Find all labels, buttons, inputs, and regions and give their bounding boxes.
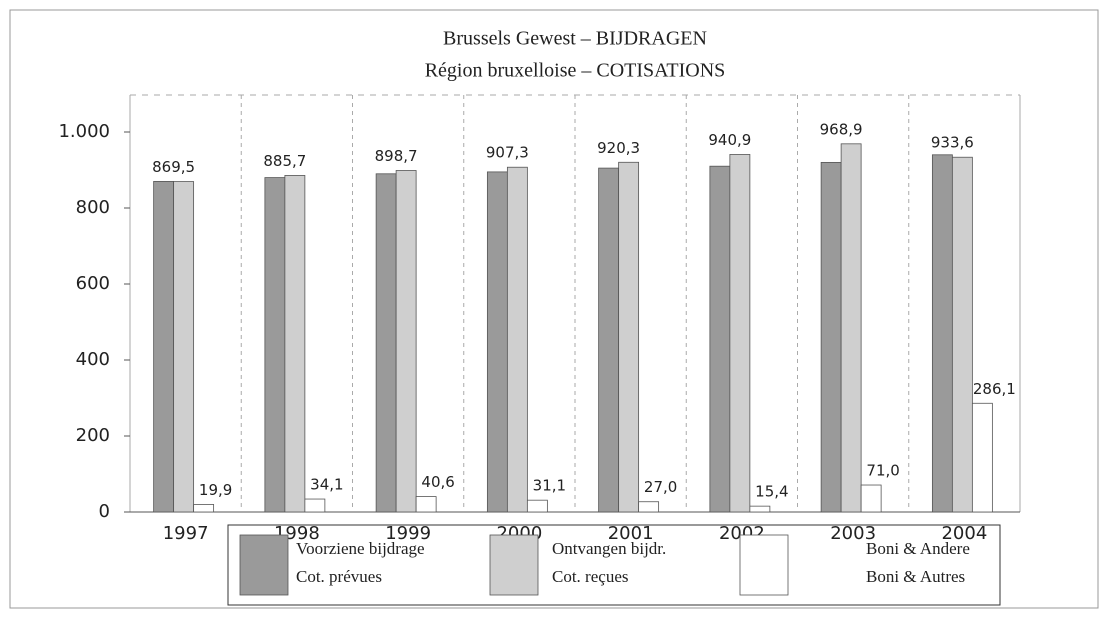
legend-label: Voorziene bijdrage bbox=[296, 539, 425, 558]
data-label: 933,6 bbox=[931, 134, 974, 152]
x-tick-label: 2004 bbox=[941, 523, 987, 544]
legend-swatch bbox=[239, 534, 289, 596]
legend-swatch bbox=[739, 534, 789, 596]
bar bbox=[173, 181, 195, 513]
data-label: 286,1 bbox=[973, 380, 1016, 398]
bar bbox=[153, 180, 175, 513]
frame bbox=[9, 9, 1099, 609]
bar bbox=[971, 402, 993, 513]
x-tick-label: 1999 bbox=[385, 523, 431, 544]
y-tick-label: 600 bbox=[76, 273, 110, 294]
bar bbox=[526, 499, 548, 513]
bar bbox=[709, 165, 731, 513]
y-tick-label: 800 bbox=[76, 197, 110, 218]
data-label: 869,5 bbox=[152, 158, 195, 176]
bar bbox=[284, 175, 306, 513]
data-label: 898,7 bbox=[375, 147, 418, 165]
bar bbox=[486, 171, 508, 513]
data-label: 31,1 bbox=[533, 477, 566, 495]
x-tick-label: 2003 bbox=[830, 523, 876, 544]
data-label: 40,6 bbox=[421, 473, 454, 491]
bar bbox=[395, 170, 417, 513]
bar bbox=[749, 505, 771, 513]
legend-label: Boni & Autres bbox=[866, 567, 965, 586]
bar bbox=[729, 154, 751, 513]
bar bbox=[638, 501, 660, 513]
bar bbox=[415, 496, 437, 513]
legend-label: Cot. prévues bbox=[296, 567, 382, 586]
legend-label: Boni & Andere bbox=[866, 539, 970, 558]
chart-title: Brussels Gewest – BIJDRAGEN bbox=[443, 28, 707, 50]
legend-label: Cot. reçues bbox=[552, 567, 628, 586]
data-label: 71,0 bbox=[866, 462, 899, 480]
bar bbox=[304, 498, 326, 513]
data-label: 27,0 bbox=[644, 478, 677, 496]
bar bbox=[951, 156, 973, 513]
bar bbox=[598, 167, 620, 513]
data-label: 920,3 bbox=[597, 139, 640, 157]
bar bbox=[618, 161, 640, 513]
bar bbox=[931, 154, 953, 513]
legend bbox=[227, 524, 1001, 606]
y-tick-label: 1.000 bbox=[58, 121, 110, 142]
x-tick-label: 2001 bbox=[608, 523, 654, 544]
bar bbox=[820, 161, 842, 513]
y-tick-label: 200 bbox=[76, 425, 110, 446]
bar bbox=[506, 166, 528, 513]
data-label: 940,9 bbox=[708, 131, 751, 149]
chart-subtitle: Région bruxelloise – COTISATIONS bbox=[425, 60, 726, 82]
bar bbox=[840, 143, 862, 513]
data-label: 15,4 bbox=[755, 483, 788, 501]
bar bbox=[264, 177, 286, 513]
data-label: 34,1 bbox=[310, 476, 343, 494]
legend-label: Ontvangen bijdr. bbox=[552, 539, 666, 558]
bar bbox=[860, 484, 882, 513]
legend-swatch bbox=[489, 534, 539, 596]
y-tick-label: 0 bbox=[99, 501, 110, 522]
bar bbox=[375, 173, 397, 513]
data-label: 968,9 bbox=[820, 120, 863, 138]
bar bbox=[193, 504, 215, 513]
data-label: 907,3 bbox=[486, 144, 529, 162]
data-label: 885,7 bbox=[263, 152, 306, 170]
data-label: 19,9 bbox=[199, 481, 232, 499]
y-tick-label: 400 bbox=[76, 349, 110, 370]
x-tick-label: 1997 bbox=[163, 523, 209, 544]
